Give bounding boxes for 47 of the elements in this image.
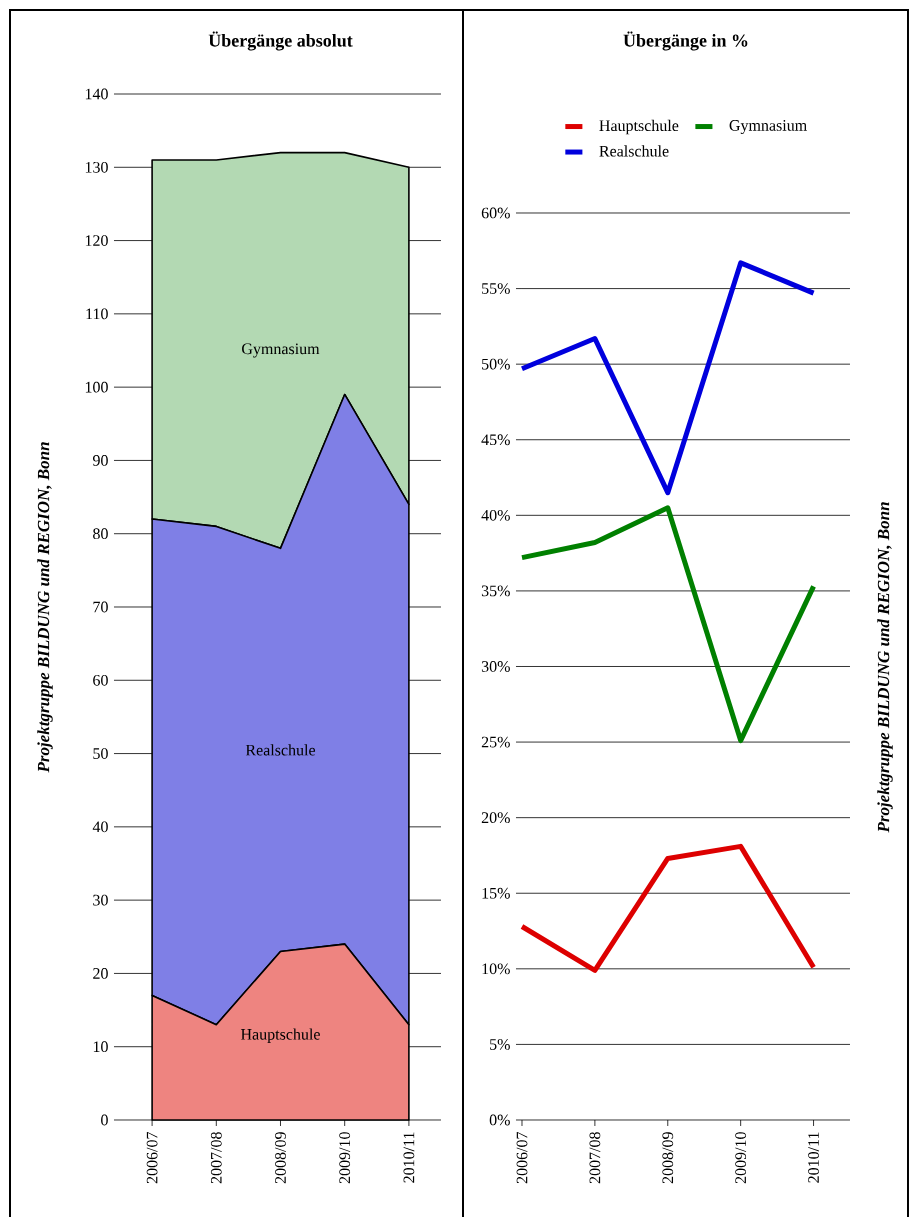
legend-label: Hauptschule [599, 119, 679, 135]
y-tick-label: 100 [85, 381, 108, 393]
y-tick-label: 130 [85, 161, 108, 173]
y-tick-label: 25% [481, 736, 510, 748]
x-tick-label: 2009/10 [339, 1132, 351, 1184]
y-tick-label: 55% [482, 283, 510, 294]
text: Projektgruppe BILDUNG und REGION, Bonn [37, 442, 53, 773]
y-tick-label: 10 [93, 1041, 108, 1053]
y-tick-label: 20 [93, 968, 108, 979]
y-tick-label: 35% [481, 585, 510, 597]
chart-title: Übergänge in % [623, 31, 748, 51]
y-tick-label: 15% [482, 887, 510, 899]
text: Projektgruppe BILDUNG und REGION, Bonn [877, 502, 893, 833]
x-tick-label: 2007/08 [210, 1132, 222, 1184]
y-tick-label: 5% [490, 1038, 510, 1050]
y-tick-label: 120 [85, 235, 108, 246]
y-tick-label: 0 [101, 1114, 108, 1126]
x-tick-label: 2008/09 [662, 1132, 674, 1184]
x-tick-label: 2008/09 [275, 1132, 286, 1184]
legend-label: Realschule [599, 145, 669, 157]
y-tick-label: 20% [481, 812, 510, 824]
series-label: Realschule [245, 744, 316, 756]
y-tick-label: 140 [85, 88, 108, 100]
x-tick-label: 2009/10 [735, 1132, 747, 1184]
x-tick-label: 2007/08 [589, 1132, 601, 1184]
y-tick-label: 90 [92, 455, 108, 466]
y-tick-label: 60 [93, 674, 108, 686]
y-tick-label: 40 [92, 821, 108, 833]
y-tick-label: 110 [86, 308, 108, 320]
y-tick-label: 60% [481, 207, 510, 219]
y-tick-label: 30% [481, 661, 510, 672]
y-tick-label: 80 [93, 528, 108, 540]
y-tick-label: 50% [482, 358, 510, 370]
x-tick-label: 2010/11 [808, 1132, 819, 1183]
y-tick-label: 50 [93, 748, 108, 759]
x-tick-label: 2006/07 [146, 1131, 158, 1184]
y-tick-label: 10% [482, 963, 510, 975]
y-tick-label: 70 [93, 601, 108, 613]
series-label: Hauptschule [240, 1028, 320, 1043]
x-tick-label: 2006/07 [516, 1131, 528, 1184]
y-tick-label: 45% [481, 434, 510, 446]
x-tick-label: 2010/11 [403, 1132, 415, 1183]
legend-label: Gymnasium [729, 120, 807, 135]
y-tick-label: 40% [481, 509, 510, 521]
chart-title: Übergänge absolut [208, 31, 353, 51]
y-tick-label: 0% [489, 1114, 510, 1126]
y-tick-label: 30 [93, 894, 108, 906]
